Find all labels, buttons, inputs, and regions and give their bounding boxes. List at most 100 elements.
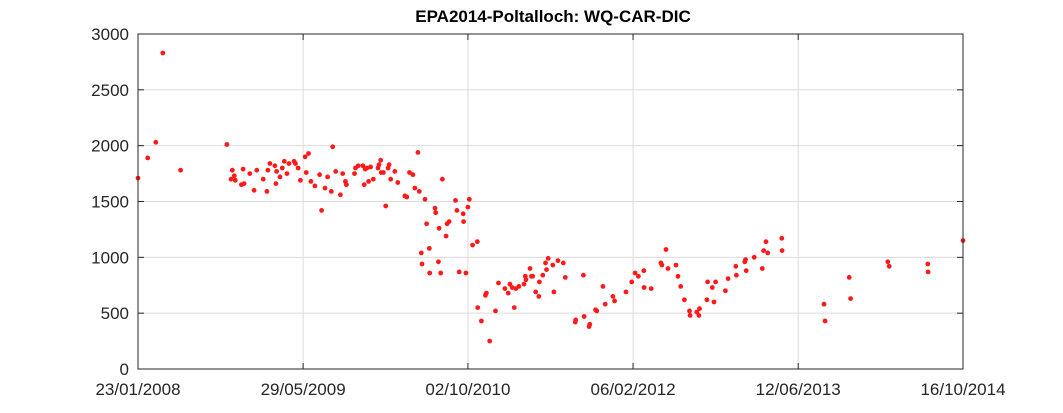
data-point	[925, 269, 931, 275]
data-point	[466, 196, 472, 202]
data-point	[527, 266, 533, 271]
x-tick-label: 06/02/2012	[591, 380, 676, 399]
data-point	[241, 181, 247, 187]
data-point	[530, 273, 536, 279]
data-point	[848, 296, 853, 301]
data-point	[240, 166, 246, 172]
data-point	[224, 142, 230, 147]
data-point	[484, 290, 489, 296]
data-point	[761, 248, 766, 254]
data-point	[418, 250, 424, 256]
data-point	[629, 279, 635, 285]
data-point	[697, 306, 702, 312]
data-point	[333, 169, 339, 174]
data-point	[395, 180, 401, 185]
data-point	[260, 176, 266, 182]
data-point	[279, 165, 285, 171]
data-point	[507, 281, 513, 287]
chart-title: EPA2014-Poltalloch: WQ-CAR-DIC	[415, 7, 691, 26]
data-point	[422, 196, 428, 202]
data-point	[511, 305, 517, 310]
data-point	[641, 268, 647, 274]
data-point	[779, 235, 785, 241]
data-point	[687, 308, 692, 314]
data-point	[361, 182, 367, 188]
data-point	[885, 259, 891, 265]
data-point	[623, 289, 629, 295]
data-point	[443, 233, 449, 239]
data-point	[265, 167, 271, 173]
data-point	[533, 289, 539, 295]
data-point	[594, 308, 600, 314]
data-point	[475, 305, 481, 310]
data-point	[273, 181, 279, 187]
data-point	[704, 297, 710, 303]
data-point	[665, 266, 671, 271]
data-point	[821, 301, 827, 307]
data-point	[352, 171, 357, 177]
data-point	[610, 294, 616, 299]
data-point	[322, 185, 328, 191]
data-point	[648, 286, 654, 291]
data-points	[135, 50, 966, 344]
data-point	[743, 257, 748, 262]
data-point	[281, 158, 287, 164]
data-point	[725, 276, 731, 281]
data-point	[779, 248, 785, 254]
data-point	[312, 183, 318, 189]
data-point	[370, 176, 376, 182]
data-point	[410, 172, 416, 178]
data-point	[381, 170, 386, 175]
data-point	[416, 189, 422, 194]
data-point	[386, 162, 392, 168]
data-point	[545, 256, 551, 261]
data-point	[424, 221, 429, 227]
data-point	[493, 308, 498, 314]
data-point	[412, 185, 418, 191]
y-tick-label: 3000	[91, 25, 129, 44]
x-tick-label: 23/01/2008	[95, 380, 180, 399]
data-point	[286, 161, 292, 166]
x-tick-label: 29/05/2009	[261, 380, 346, 399]
y-tick-label: 2500	[91, 81, 129, 100]
data-point	[438, 270, 444, 276]
data-point	[765, 250, 771, 256]
data-point	[366, 179, 371, 184]
data-point	[705, 279, 710, 285]
data-point	[251, 187, 257, 193]
data-point	[711, 299, 717, 305]
data-point	[298, 177, 303, 183]
data-point	[502, 286, 508, 291]
data-point	[581, 272, 586, 278]
data-point	[551, 289, 557, 295]
y-tick-label: 2000	[91, 137, 129, 156]
data-point	[344, 182, 349, 188]
y-tick-label: 0	[120, 360, 129, 379]
data-point	[734, 272, 739, 278]
x-tick-label: 16/10/2014	[920, 380, 1005, 399]
data-point	[521, 281, 527, 287]
data-point	[160, 50, 166, 56]
data-point	[306, 151, 311, 156]
data-point	[659, 262, 665, 268]
data-point	[470, 242, 475, 248]
data-point	[178, 167, 184, 173]
data-point	[537, 279, 542, 285]
data-point	[555, 258, 561, 264]
data-point	[461, 219, 466, 225]
data-point	[759, 266, 765, 271]
data-point	[822, 318, 828, 324]
data-point	[426, 246, 432, 251]
data-point	[264, 189, 270, 194]
data-point	[247, 171, 253, 177]
data-point	[600, 284, 606, 289]
data-point	[267, 161, 273, 166]
data-point	[383, 203, 389, 209]
x-tick-label: 12/06/2013	[756, 380, 841, 399]
data-point	[446, 219, 452, 225]
data-point	[523, 277, 529, 283]
data-point	[465, 204, 471, 210]
data-point	[612, 298, 617, 304]
data-point	[308, 179, 314, 184]
